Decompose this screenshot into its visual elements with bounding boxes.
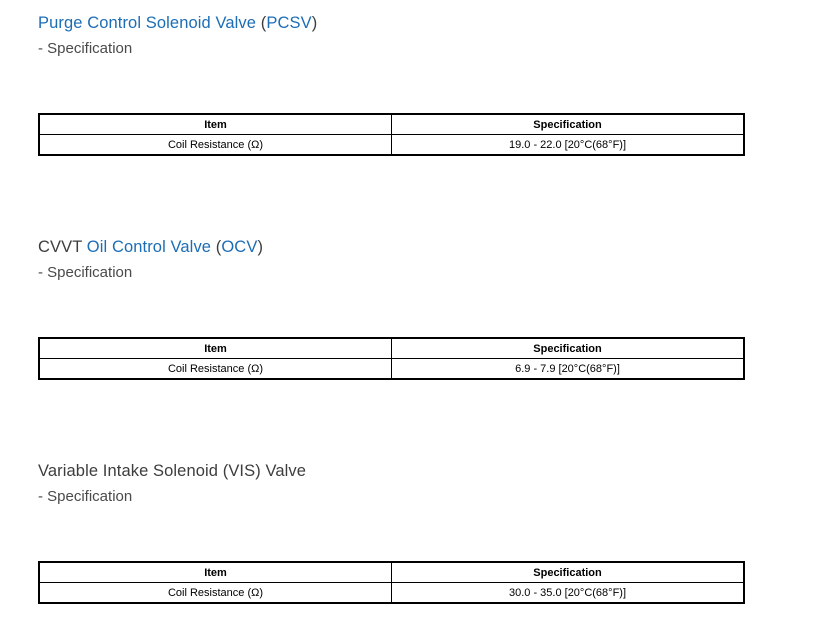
- spec-table-pcsv: Item Specification Coil Resistance (Ω) 1…: [38, 113, 745, 156]
- table-header-row: Item Specification: [38, 561, 745, 583]
- column-header-item: Item: [38, 561, 392, 583]
- title-segment: (: [260, 14, 267, 32]
- section-title-pcsv: Purge Control Solenoid Valve (PCSV): [38, 14, 840, 33]
- title-segment: Purge Control Solenoid Valve: [38, 14, 261, 32]
- column-header-item: Item: [38, 113, 392, 135]
- title-segment: (: [215, 238, 222, 256]
- spec-table-vis: Item Specification Coil Resistance (Ω) 3…: [38, 561, 745, 604]
- column-header-specification: Specification: [391, 113, 745, 135]
- cell-item: Coil Resistance (Ω): [38, 358, 392, 380]
- table-row: Coil Resistance (Ω) 30.0 - 35.0 [20°C(68…: [38, 582, 745, 604]
- title-segment: PCSV: [266, 14, 312, 32]
- cell-specification: 6.9 - 7.9 [20°C(68°F)]: [391, 358, 745, 380]
- title-segment: OCV: [221, 238, 258, 256]
- cell-specification: 30.0 - 35.0 [20°C(68°F)]: [391, 582, 745, 604]
- title-segment: ): [311, 14, 318, 32]
- section-ocv: CVVT Oil Control Valve (OCV) - Specifica…: [38, 238, 840, 380]
- cell-item: Coil Resistance (Ω): [38, 134, 392, 156]
- title-segment: ): [257, 238, 264, 256]
- section-title-vis: Variable Intake Solenoid (VIS) Valve: [38, 462, 840, 481]
- title-segment: Variable Intake Solenoid (VIS) Valve: [38, 462, 307, 480]
- table-row: Coil Resistance (Ω) 19.0 - 22.0 [20°C(68…: [38, 134, 745, 156]
- section-title-ocv: CVVT Oil Control Valve (OCV): [38, 238, 840, 257]
- title-segment: CVVT: [38, 238, 87, 256]
- table-header-row: Item Specification: [38, 113, 745, 135]
- column-header-item: Item: [38, 337, 392, 359]
- title-segment: Oil Control Valve: [86, 238, 216, 256]
- cell-item: Coil Resistance (Ω): [38, 582, 392, 604]
- column-header-specification: Specification: [391, 337, 745, 359]
- section-vis: Variable Intake Solenoid (VIS) Valve - S…: [38, 462, 840, 604]
- section-subtitle: - Specification: [38, 264, 133, 281]
- section-subtitle: - Specification: [38, 488, 133, 505]
- table-row: Coil Resistance (Ω) 6.9 - 7.9 [20°C(68°F…: [38, 358, 745, 380]
- table-header-row: Item Specification: [38, 337, 745, 359]
- section-pcsv: Purge Control Solenoid Valve (PCSV) - Sp…: [38, 14, 840, 156]
- section-subtitle: - Specification: [38, 40, 133, 57]
- cell-specification: 19.0 - 22.0 [20°C(68°F)]: [391, 134, 745, 156]
- spec-table-ocv: Item Specification Coil Resistance (Ω) 6…: [38, 337, 745, 380]
- column-header-specification: Specification: [391, 561, 745, 583]
